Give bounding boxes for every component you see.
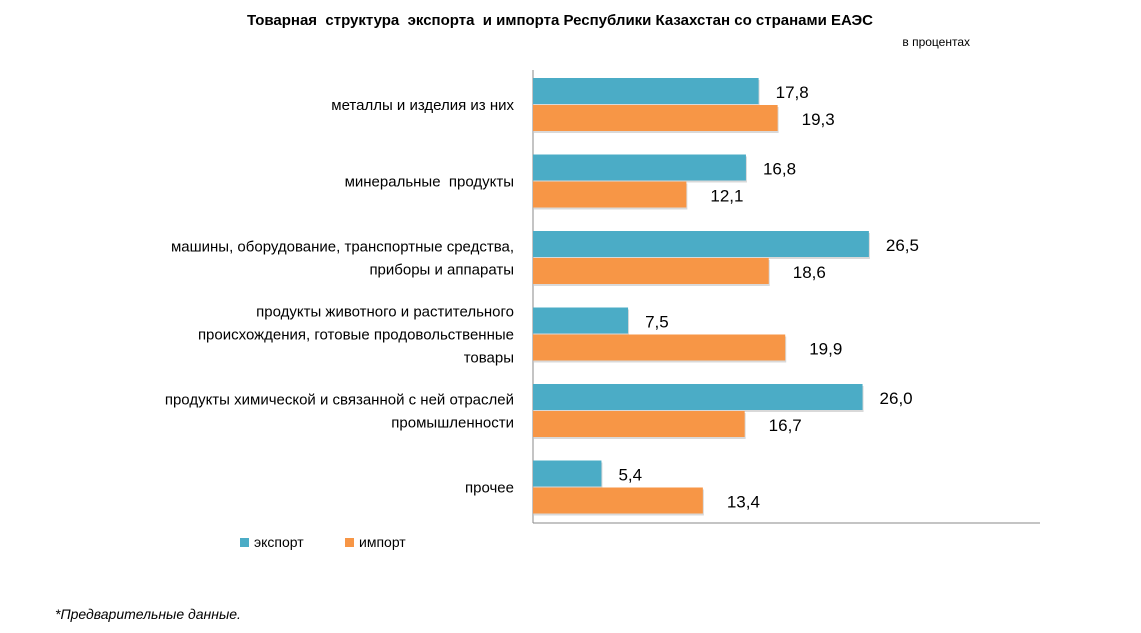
- data-label: 5,4: [618, 466, 642, 485]
- legend-swatch-импорт: [345, 538, 354, 547]
- category-label: товары: [464, 350, 514, 367]
- data-label: 19,3: [802, 110, 835, 129]
- bar-импорт: [533, 258, 769, 284]
- category-label: прочее: [465, 480, 514, 497]
- data-label: 26,0: [880, 389, 913, 408]
- data-label: 19,9: [809, 340, 842, 359]
- category-label: продукты химической и связанной с ней от…: [165, 392, 514, 409]
- bar-экспорт: [533, 78, 759, 104]
- data-label: 26,5: [886, 236, 919, 255]
- data-label: 7,5: [645, 313, 669, 332]
- bar-экспорт: [533, 231, 869, 257]
- footnote: *Предварительные данные.: [55, 606, 241, 622]
- data-label: 13,4: [727, 493, 760, 512]
- bar-экспорт: [533, 154, 746, 181]
- bar-экспорт: [533, 460, 602, 487]
- data-label: 16,7: [769, 416, 802, 435]
- category-label: приборы и аппараты: [369, 262, 514, 279]
- bar-импорт: [533, 411, 745, 437]
- category-label: минеральные продукты: [345, 174, 514, 191]
- bar-экспорт: [533, 384, 863, 410]
- data-label: 12,1: [710, 187, 743, 206]
- bar-импорт: [533, 105, 778, 131]
- bar-импорт: [533, 487, 703, 514]
- chart-title: Товарная структура экспорта и импорта Ре…: [247, 12, 873, 29]
- legend-swatch-экспорт: [240, 538, 249, 547]
- category-label: происхождения, готовые продовольственные: [198, 327, 514, 344]
- category-label: промышленности: [391, 415, 514, 432]
- category-label: машины, оборудование, транспортные средс…: [171, 239, 514, 256]
- bar-экспорт: [533, 307, 629, 334]
- chart-subtitle: в процентах: [902, 35, 970, 49]
- data-label: 18,6: [793, 263, 826, 282]
- data-label: 17,8: [776, 83, 809, 102]
- category-label: металлы и изделия из них: [331, 97, 514, 114]
- bar-импорт: [533, 334, 786, 361]
- data-label: 16,8: [763, 160, 796, 179]
- category-label: продукты животного и растительного: [256, 304, 514, 321]
- legend-label: экспорт: [254, 534, 304, 550]
- bar-импорт: [533, 181, 687, 208]
- legend-label: импорт: [359, 534, 406, 550]
